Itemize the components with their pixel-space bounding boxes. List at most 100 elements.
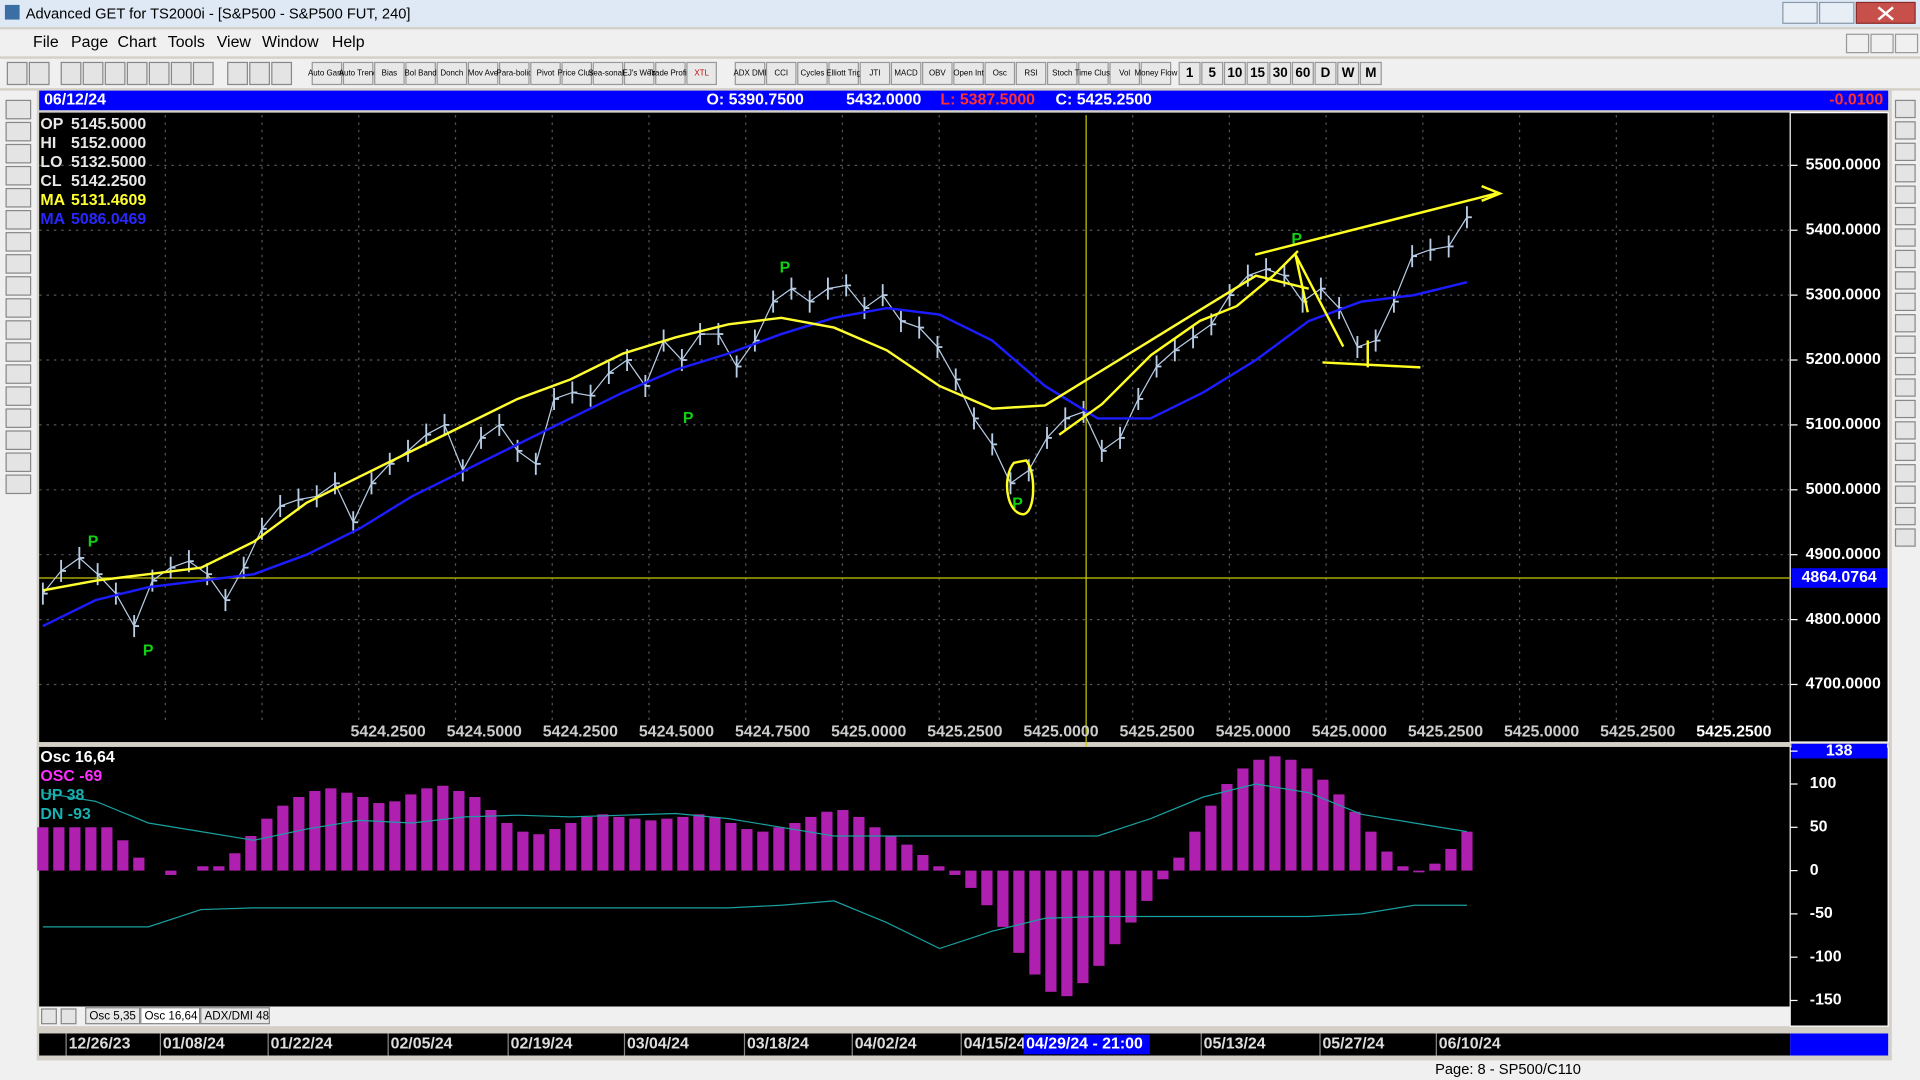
- left-tool-button[interactable]: [5, 298, 32, 318]
- interval-button[interactable]: [1246, 61, 1269, 86]
- indicator-button[interactable]: [655, 61, 686, 86]
- left-tool-button[interactable]: [5, 342, 32, 362]
- indicator-button[interactable]: [405, 61, 436, 86]
- right-tool-button[interactable]: [1894, 271, 1916, 290]
- child-min[interactable]: [1845, 33, 1870, 54]
- right-tool-button[interactable]: [1894, 185, 1916, 204]
- indicator-button[interactable]: [828, 61, 859, 86]
- tab[interactable]: [85, 1007, 141, 1025]
- right-tool-button[interactable]: [1894, 121, 1916, 140]
- indicator-button[interactable]: [1140, 61, 1172, 86]
- child-max[interactable]: [1870, 33, 1894, 54]
- tool-button[interactable]: [271, 61, 293, 86]
- tab-scroll-left[interactable]: [41, 1008, 57, 1025]
- indicator-button[interactable]: [984, 61, 1016, 86]
- tool-button[interactable]: [82, 61, 104, 86]
- left-tool-button[interactable]: [5, 364, 32, 384]
- indicator-button[interactable]: [1078, 61, 1109, 86]
- right-tool-button[interactable]: [1894, 399, 1916, 419]
- left-tool-button[interactable]: [5, 452, 32, 473]
- tool-button[interactable]: [249, 61, 270, 86]
- right-tool-button[interactable]: [1894, 421, 1916, 440]
- indicator-button[interactable]: [530, 61, 561, 86]
- indicator-button[interactable]: [467, 61, 499, 86]
- tab[interactable]: [140, 1007, 201, 1025]
- left-tool-button[interactable]: [5, 210, 32, 230]
- indicator-button[interactable]: [765, 61, 797, 86]
- right-tool-button[interactable]: [1894, 314, 1916, 333]
- right-tool-button[interactable]: [1894, 335, 1916, 354]
- indicator-button[interactable]: [592, 61, 624, 86]
- left-tool-button[interactable]: [5, 187, 32, 208]
- right-tool-button[interactable]: [1894, 528, 1916, 547]
- menu-item[interactable]: View: [217, 34, 252, 51]
- left-tool-button[interactable]: [5, 254, 32, 274]
- tab[interactable]: [200, 1007, 270, 1025]
- interval-button[interactable]: [1178, 61, 1201, 86]
- right-tool-button[interactable]: [1894, 506, 1916, 526]
- tab-scroll-right[interactable]: [60, 1008, 77, 1025]
- right-tool-button[interactable]: [1894, 228, 1916, 247]
- interval-button[interactable]: [1337, 61, 1360, 86]
- left-tool-button[interactable]: [5, 276, 32, 296]
- interval-button[interactable]: [1201, 61, 1224, 86]
- indicator-button[interactable]: [498, 61, 530, 86]
- indicator-button[interactable]: [311, 61, 343, 86]
- right-tool-button[interactable]: [1894, 206, 1916, 226]
- left-tool-button[interactable]: [5, 320, 32, 340]
- indicator-button[interactable]: [342, 61, 374, 86]
- tool-button[interactable]: [104, 61, 126, 86]
- indicator-button[interactable]: [374, 61, 405, 86]
- interval-button[interactable]: [1223, 61, 1246, 86]
- menu-item[interactable]: Page: [71, 34, 108, 51]
- left-tool-button[interactable]: [5, 99, 32, 120]
- tool-button[interactable]: [28, 61, 50, 86]
- indicator-button[interactable]: [922, 61, 953, 86]
- indicator-button[interactable]: [797, 61, 828, 86]
- left-tool-button[interactable]: [5, 430, 32, 450]
- indicator-button[interactable]: [859, 61, 891, 86]
- right-tool-button[interactable]: [1894, 142, 1916, 162]
- menu-item[interactable]: File: [33, 34, 59, 51]
- interval-button[interactable]: [1314, 61, 1337, 86]
- indicator-button[interactable]: [890, 61, 922, 86]
- indicator-button[interactable]: [953, 61, 984, 86]
- child-close[interactable]: [1894, 33, 1919, 54]
- indicator-button[interactable]: [1015, 61, 1047, 86]
- menu-item[interactable]: Tools: [168, 34, 205, 51]
- left-tool-button[interactable]: [5, 121, 32, 142]
- right-tool-button[interactable]: [1894, 485, 1916, 504]
- right-tool-button[interactable]: [1894, 378, 1916, 397]
- indicator-button[interactable]: [561, 61, 593, 86]
- left-tool-button[interactable]: [5, 143, 32, 164]
- right-tool-button[interactable]: [1894, 442, 1916, 462]
- tool-button[interactable]: [170, 61, 192, 86]
- menu-item[interactable]: Window: [262, 34, 319, 51]
- indicator-button[interactable]: [1046, 61, 1078, 86]
- left-tool-button[interactable]: [5, 386, 32, 406]
- indicator-button[interactable]: [623, 61, 655, 86]
- interval-button[interactable]: [1359, 61, 1382, 86]
- left-tool-button[interactable]: [5, 474, 32, 495]
- interval-button[interactable]: [1269, 61, 1292, 86]
- left-tool-button[interactable]: [5, 165, 32, 186]
- tool-button[interactable]: [227, 61, 248, 86]
- tool-button[interactable]: [148, 61, 170, 86]
- tool-button[interactable]: [126, 61, 148, 86]
- left-tool-button[interactable]: [5, 408, 32, 428]
- indicator-button[interactable]: [1109, 61, 1140, 86]
- right-tool-button[interactable]: [1894, 99, 1916, 119]
- indicator-button[interactable]: [734, 61, 766, 86]
- right-tool-button[interactable]: [1894, 356, 1916, 376]
- interval-button[interactable]: [1291, 61, 1314, 86]
- right-tool-button[interactable]: [1894, 249, 1916, 269]
- right-tool-button[interactable]: [1894, 464, 1916, 483]
- right-tool-button[interactable]: [1894, 292, 1916, 312]
- menu-item[interactable]: Chart: [118, 34, 157, 51]
- indicator-button[interactable]: [686, 61, 717, 86]
- maximize-button[interactable]: [1818, 1, 1855, 24]
- right-tool-button[interactable]: [1894, 164, 1916, 183]
- tool-button[interactable]: [192, 61, 214, 86]
- minimize-button[interactable]: [1782, 1, 1818, 24]
- tool-button[interactable]: [6, 61, 28, 86]
